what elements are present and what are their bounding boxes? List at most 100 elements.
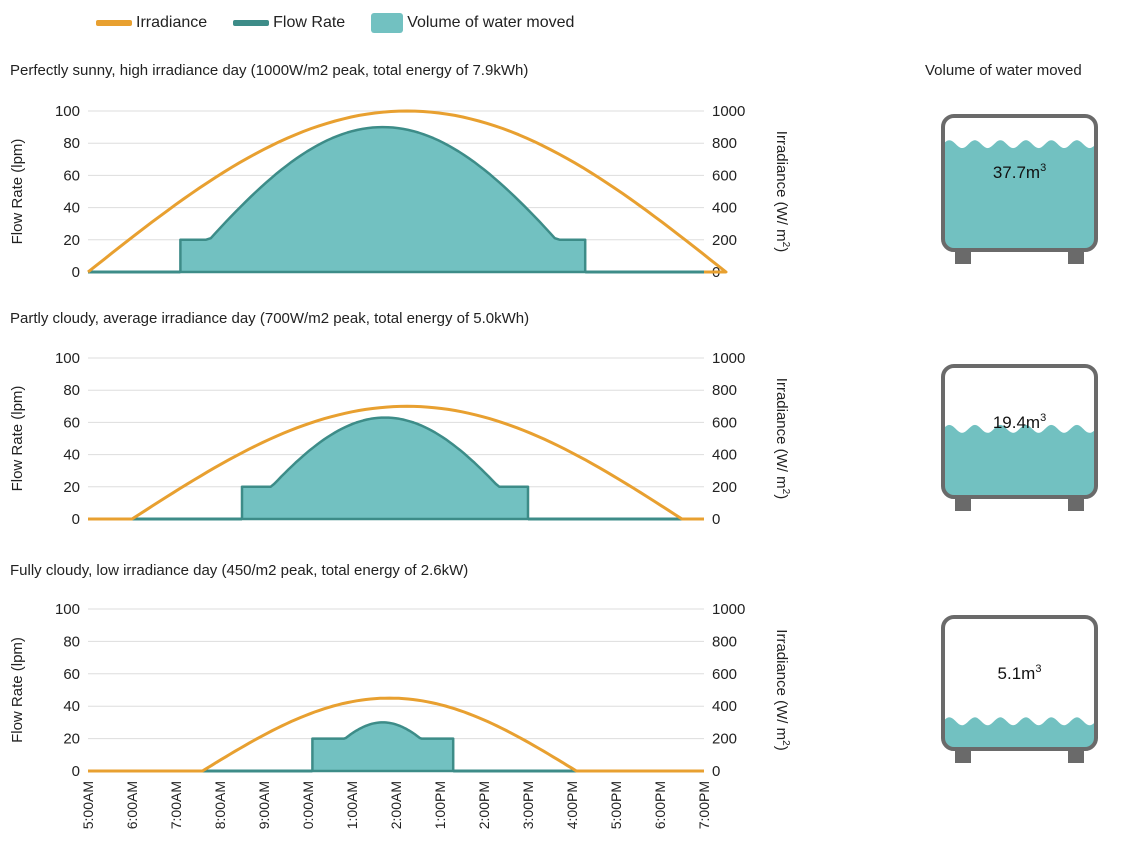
x-tick-label: 6:00AM — [124, 781, 140, 829]
x-tick-label: 1:00AM — [344, 781, 360, 829]
y2-axis-label-text: Irradiance (W/ m — [773, 378, 790, 489]
y-axis-label: Flow Rate (lpm) — [9, 139, 26, 245]
tank-volume-label: 37.7m3 — [993, 162, 1046, 182]
y-tick-label: 0 — [72, 511, 80, 528]
tank-leg-left — [955, 250, 971, 264]
y-tick-label: 20 — [63, 232, 80, 249]
x-tick-label: 4:00PM — [564, 781, 580, 829]
y2-tick-label: 400 — [712, 447, 737, 464]
y-tick-label: 20 — [63, 479, 80, 496]
y-tick-label: 80 — [63, 633, 80, 650]
tank-water — [943, 424, 1096, 497]
y-tick-label: 40 — [63, 698, 80, 715]
legend-label-volume: Volume of water moved — [407, 14, 575, 31]
y2-tick-label: 0 — [712, 511, 720, 528]
y2-axis-label-end: ) — [773, 247, 790, 252]
y2-tick-label: 600 — [712, 666, 737, 683]
y2-tick-label: 600 — [712, 167, 737, 184]
y2-axis-label-sup: 2 — [780, 489, 791, 495]
water-tank-2: 5.1m3 — [941, 615, 1098, 763]
y-tick-label: 80 — [63, 135, 80, 152]
irradiance-line — [88, 404, 704, 521]
x-tick-label: 0:00AM — [300, 781, 316, 829]
x-tick-label: 3:00PM — [520, 781, 536, 829]
chart-title-fully-cloudy: Fully cloudy, low irradiance day (450/m2… — [10, 562, 469, 579]
tank-volume-unit-sup: 3 — [1040, 162, 1046, 174]
x-tick-label: 7:00PM — [696, 781, 712, 829]
tank-volume-label: 5.1m3 — [998, 663, 1042, 683]
x-tick-label: 2:00AM — [388, 781, 404, 829]
tank-leg-right — [1068, 749, 1084, 763]
tank-outline — [941, 615, 1098, 751]
y2-axis-label-end: ) — [773, 746, 790, 751]
irradiance-line — [88, 696, 704, 773]
water-tank-0: 37.7m3 — [941, 114, 1098, 264]
x-tick-label: 9:00AM — [256, 781, 272, 829]
y2-axis-label: Irradiance (W/ m2) — [773, 629, 791, 750]
x-tick-label: 5:00AM — [80, 781, 96, 829]
legend: Irradiance Flow Rate Volume of water mov… — [96, 10, 600, 36]
tank-leg-right — [1068, 250, 1084, 264]
y2-tick-label: 200 — [712, 232, 737, 249]
y2-tick-label: 400 — [712, 200, 737, 217]
y2-tick-label: 1000 — [712, 103, 745, 120]
flow-rate-area — [240, 416, 530, 521]
y-axis-label: Flow Rate (lpm) — [9, 386, 26, 492]
y-tick-label: 100 — [55, 601, 80, 618]
legend-item-volume: Volume of water moved — [371, 13, 574, 33]
legend-swatch-irradiance — [96, 20, 132, 26]
tank-column-title: Volume of water moved — [925, 62, 1082, 79]
y-tick-label: 0 — [72, 264, 80, 281]
y2-tick-label: 1000 — [712, 601, 745, 618]
y2-axis-label: Irradiance (W/ m2) — [773, 131, 791, 252]
legend-item-irradiance: Irradiance — [96, 14, 207, 32]
y2-tick-label: 800 — [712, 382, 737, 399]
y2-tick-label: 800 — [712, 633, 737, 650]
tank-leg-right — [1068, 497, 1084, 511]
y2-axis-label-text: Irradiance (W/ m — [773, 629, 790, 740]
legend-item-flow-rate: Flow Rate — [233, 14, 345, 32]
y-tick-label: 100 — [55, 103, 80, 120]
y2-tick-label: 800 — [712, 135, 737, 152]
y-tick-label: 60 — [63, 414, 80, 431]
tank-outline — [941, 364, 1098, 499]
x-tick-label: 1:00PM — [432, 781, 448, 829]
tank-volume-unit-sup: 3 — [1040, 412, 1046, 424]
y2-tick-label: 600 — [712, 414, 737, 431]
y2-axis-label-sup: 2 — [780, 242, 791, 248]
water-tank-1: 19.4m3 — [941, 364, 1098, 511]
flow-rate-area — [179, 125, 587, 274]
chart-title-partly-cloudy: Partly cloudy, average irradiance day (7… — [10, 310, 530, 327]
irradiance-line — [87, 109, 728, 274]
legend-label-irradiance: Irradiance — [136, 14, 208, 31]
y-tick-label: 60 — [63, 167, 80, 184]
legend-swatch-flow-rate — [233, 20, 270, 26]
y2-axis-label: Irradiance (W/ m2) — [773, 378, 791, 499]
y2-tick-label: 0 — [712, 763, 720, 780]
y2-tick-label: 200 — [712, 731, 737, 748]
tank-outline — [941, 114, 1098, 252]
y2-axis-label-text: Irradiance (W/ m — [773, 131, 790, 242]
y-tick-label: 40 — [63, 447, 80, 464]
y2-axis-label-sup: 2 — [780, 740, 791, 746]
x-tick-label: 8:00AM — [212, 781, 228, 829]
tank-volume-value: 37.7m — [993, 163, 1040, 182]
y-tick-label: 20 — [63, 731, 80, 748]
x-tick-label: 7:00AM — [168, 781, 184, 829]
tank-water — [943, 717, 1096, 749]
x-tick-label: 5:00PM — [608, 781, 624, 829]
y-tick-label: 0 — [72, 763, 80, 780]
tank-volume-value: 19.4m — [993, 413, 1040, 432]
x-tick-label: 6:00PM — [652, 781, 668, 829]
tank-leg-left — [955, 749, 971, 763]
legend-swatch-volume — [371, 13, 404, 33]
y2-tick-label: 1000 — [712, 350, 745, 367]
chart-panel-1: 0 0 20 200 40 400 60 600 80 800 100 1000 Flow Rate (… — [9, 350, 791, 528]
y2-tick-label: 200 — [712, 479, 737, 496]
tank-leg-left — [955, 497, 971, 511]
flow-rate-area — [311, 721, 455, 773]
tank-volume-label: 19.4m3 — [993, 412, 1046, 432]
